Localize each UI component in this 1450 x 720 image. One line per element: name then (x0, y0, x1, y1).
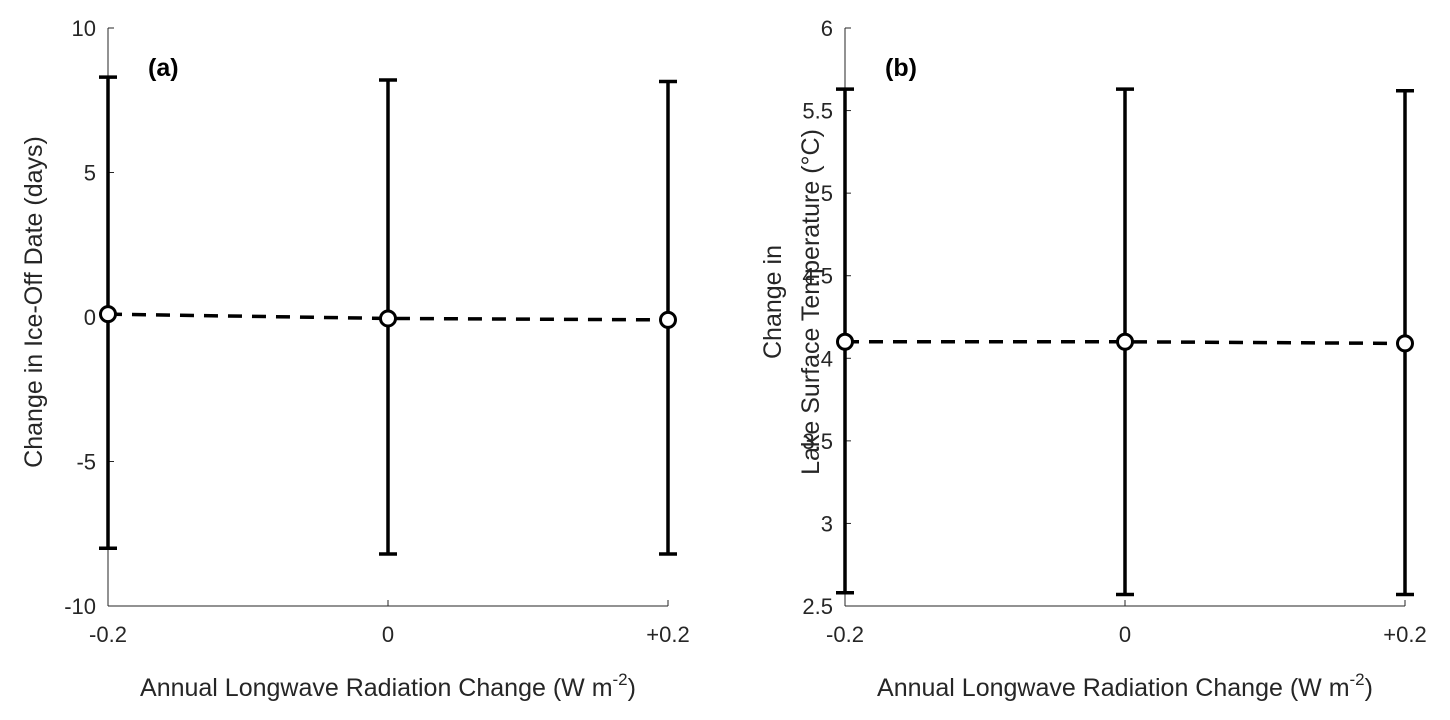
panel-a: -10 -5 0 5 10 -0.2 0 +0.2 Annual Longwave Radiat… (20, 16, 690, 702)
data-point (99, 305, 117, 324)
x-tick-label: +0.2 (1383, 622, 1426, 647)
panel-b: 2.5 3 3.5 4 4.5 5 5.5 6 -0.2 0 +0.2 Annual Longwave… (759, 16, 1427, 702)
y-tick-label: 3 (821, 511, 833, 536)
y-tick-label: 5.5 (802, 99, 833, 124)
data-point (836, 332, 854, 351)
x-tick-label: 0 (1119, 622, 1131, 647)
panel-label: (a) (148, 54, 179, 82)
y-axis-label: Lake Surface Temperature (°C) (797, 129, 825, 475)
data-point (1396, 334, 1414, 353)
y-tick-label: 10 (72, 16, 96, 41)
series-line (107, 312, 669, 322)
series-line (845, 340, 1406, 346)
x-axis-label: Annual Longwave Radiation Change (W m-2) (140, 670, 636, 702)
y-axis-label: Change in (759, 245, 787, 359)
y-tick-label: -10 (64, 594, 96, 619)
y-tick-label: 0 (84, 305, 96, 330)
y-tick-label: 3.5 (802, 429, 833, 454)
x-tick-label: +0.2 (646, 622, 689, 647)
y-tick-label: 4.5 (802, 264, 833, 289)
y-tick-label: -5 (76, 450, 96, 475)
panel-label: (b) (885, 54, 917, 82)
data-point (659, 310, 677, 329)
y-tick-label: 5 (821, 181, 833, 206)
data-point (379, 309, 397, 328)
y-tick-label: 6 (821, 16, 833, 41)
x-tick-label: -0.2 (89, 622, 127, 647)
x-tick-label: -0.2 (826, 622, 864, 647)
y-tick-label: 4 (821, 346, 833, 371)
y-axis-label: Change in Ice-Off Date (days) (20, 136, 48, 468)
y-tick-label: 5 (84, 161, 96, 186)
x-axis-label: Annual Longwave Radiation Change (W m-2) (877, 670, 1373, 702)
y-tick-label: 2.5 (802, 594, 833, 619)
data-point (1116, 332, 1134, 351)
x-tick-label: 0 (382, 622, 394, 647)
